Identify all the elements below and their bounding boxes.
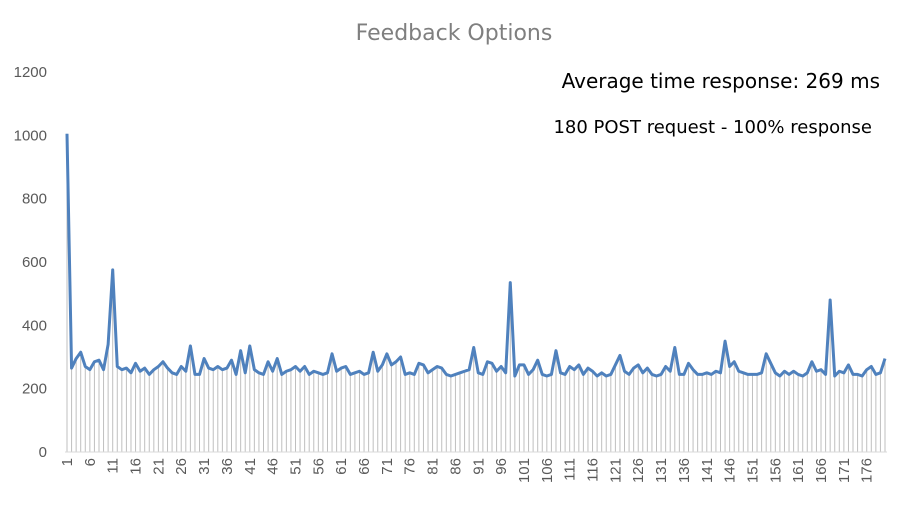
series-line	[65, 133, 887, 378]
annotation-average-response: Average time response: 269 ms	[562, 69, 880, 93]
y-tick-label: 600	[22, 254, 47, 271]
x-tick-label: 126	[630, 458, 647, 483]
y-tick-label: 800	[22, 191, 47, 208]
x-tick-label: 116	[585, 458, 602, 482]
x-tick-label: 76	[402, 458, 419, 475]
x-tick-label: 6	[82, 458, 99, 466]
x-tick-label: 136	[676, 458, 693, 483]
x-tick-label: 1	[59, 458, 76, 466]
x-tick-label: 171	[836, 458, 853, 483]
y-tick-label: 200	[22, 381, 47, 398]
annotation-request-count: 180 POST request - 100% response	[553, 117, 872, 138]
x-tick-label: 111	[562, 458, 579, 481]
y-tick-label: 400	[22, 317, 47, 334]
x-tick-label: 26	[173, 458, 190, 475]
x-tick-label: 36	[219, 458, 236, 475]
x-tick-label: 121	[607, 458, 624, 483]
x-tick-label: 81	[425, 458, 442, 475]
x-tick-label: 151	[744, 458, 761, 483]
x-tick-label: 161	[790, 458, 807, 483]
x-tick-label: 41	[242, 458, 259, 475]
y-tick-label: 0	[39, 444, 47, 461]
x-tick-label: 31	[196, 458, 213, 475]
x-tick-label: 166	[813, 458, 830, 483]
x-tick-label: 56	[310, 458, 327, 475]
y-tick-label: 1200	[14, 64, 47, 81]
chart-title: Feedback Options	[356, 21, 553, 46]
x-tick-label: 11	[105, 458, 122, 474]
x-tick-label: 141	[699, 458, 716, 483]
x-tick-label: 91	[470, 458, 487, 475]
x-tick-label: 86	[447, 458, 464, 475]
x-tick-label: 146	[722, 458, 739, 483]
x-tick-label: 176	[859, 458, 876, 483]
x-tick-label: 106	[539, 458, 556, 483]
x-tick-label: 156	[767, 458, 784, 483]
drop-lines	[66, 133, 886, 452]
y-tick-label: 1000	[14, 127, 47, 144]
x-tick-label: 96	[493, 458, 510, 475]
y-axis-ticks: 0 200 400 600 800 1000 1200	[14, 64, 47, 461]
x-tick-label: 21	[150, 458, 167, 475]
x-tick-label: 46	[265, 458, 282, 475]
x-tick-label: 66	[356, 458, 373, 475]
x-tick-label: 61	[333, 458, 350, 475]
x-tick-label: 51	[287, 458, 304, 475]
x-tick-label: 131	[653, 458, 670, 483]
x-tick-label: 16	[128, 458, 145, 475]
x-axis-ticks: 1 6 11 16 21 26 31 36 41 46 51 56 61 66 71 76 81 86 91 96 10…	[59, 458, 876, 483]
x-tick-label: 101	[516, 458, 533, 483]
x-tick-label: 71	[379, 458, 396, 475]
